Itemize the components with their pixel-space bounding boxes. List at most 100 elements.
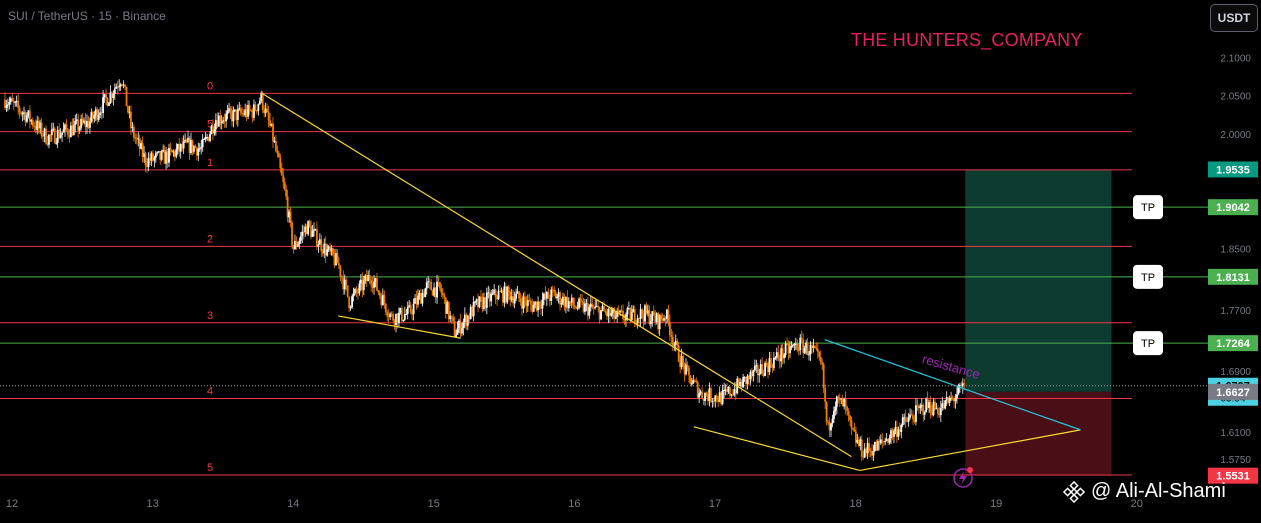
candle-body [349, 307, 352, 309]
candle-body [264, 108, 267, 114]
candle-body [343, 279, 346, 290]
candle-body [658, 314, 661, 330]
candle-body [595, 305, 598, 307]
candle-body [569, 301, 572, 303]
candle-body [951, 397, 954, 399]
candle-body [134, 137, 137, 139]
candle-body [201, 139, 204, 148]
candle-body [272, 123, 274, 142]
candle-body [336, 253, 339, 264]
candle-body [963, 383, 966, 385]
candle-body [633, 309, 636, 323]
candle-body [437, 281, 440, 283]
candle-body [871, 450, 873, 456]
candle-body [335, 253, 337, 266]
candle-body [282, 175, 285, 182]
candle-body [474, 301, 477, 303]
candle-body [61, 132, 63, 135]
candle-body [928, 402, 931, 408]
candle-body [181, 144, 184, 149]
candle-body [392, 314, 394, 321]
candle-body [93, 115, 96, 119]
candle-body [575, 306, 578, 309]
candle-body [273, 140, 276, 142]
candle-body [816, 349, 819, 353]
candle-body [614, 316, 617, 319]
candle-body [680, 356, 683, 368]
candle-body [11, 98, 14, 102]
candle-body [746, 375, 749, 385]
candle-body [64, 124, 66, 130]
candle-body [565, 297, 567, 307]
candle-body [778, 358, 781, 362]
candle-body [414, 298, 416, 304]
candle-body [9, 98, 12, 102]
candle-body [270, 123, 273, 126]
candle-body [23, 112, 25, 114]
candle-body [500, 290, 503, 292]
candle-body [592, 307, 595, 309]
candle-body [106, 98, 109, 106]
candle-body [223, 120, 226, 122]
candle-body [591, 303, 594, 308]
candle-body [947, 397, 950, 403]
candle-body [714, 395, 717, 402]
candle-body [957, 385, 960, 395]
candle-body [398, 312, 400, 324]
tp-badge [1133, 264, 1163, 289]
candle-body [904, 417, 907, 422]
candle-body [641, 309, 643, 316]
candle-body [127, 106, 129, 113]
candle-body [245, 109, 248, 117]
candle-body [523, 296, 526, 302]
candle-body [387, 316, 390, 318]
candle-body [320, 239, 323, 252]
candle-body [866, 443, 869, 454]
candle-body [891, 430, 894, 437]
candle-body [43, 128, 46, 137]
candle-body [654, 315, 657, 323]
candle-body [931, 412, 933, 416]
candle-body [209, 133, 211, 141]
candle-body [622, 310, 624, 320]
candle-body [876, 441, 879, 451]
candle-body [348, 296, 351, 309]
trend-line-lower-channel-1 [338, 315, 461, 339]
candle-body [890, 430, 892, 438]
candle-body [447, 301, 450, 320]
y-tick-label: 1.6100 [1220, 428, 1251, 439]
candle-body [764, 362, 766, 376]
candle-body [456, 328, 459, 335]
stop-price-badge-text: 1.5531 [1216, 471, 1250, 483]
candle-body [752, 370, 755, 377]
candle-body [89, 121, 91, 128]
candle-body [882, 441, 885, 443]
candle-body [422, 293, 425, 297]
candle-body [220, 121, 223, 124]
candle-body [210, 125, 213, 134]
candle-body [535, 301, 538, 311]
candle-body [34, 126, 37, 130]
candle-body [222, 120, 225, 122]
candle-body [852, 427, 854, 430]
candle-body [503, 286, 506, 303]
currency-button[interactable]: USDT [1210, 4, 1258, 32]
candle-body [576, 307, 579, 309]
candle-body [878, 441, 881, 444]
candle-body [516, 291, 519, 294]
entry-price-badge-text: 1.6627 [1216, 387, 1250, 399]
candle-body [649, 321, 652, 325]
candle-body [900, 424, 903, 433]
candle-body [844, 398, 847, 407]
candle-body [355, 288, 358, 293]
candle-body [652, 311, 655, 316]
candle-body [584, 303, 586, 312]
candle-body [361, 279, 364, 291]
candle-body [275, 140, 277, 151]
candle-body [872, 450, 875, 456]
candle-body [463, 314, 466, 322]
candle-body [357, 292, 359, 294]
candle-body [707, 396, 709, 401]
